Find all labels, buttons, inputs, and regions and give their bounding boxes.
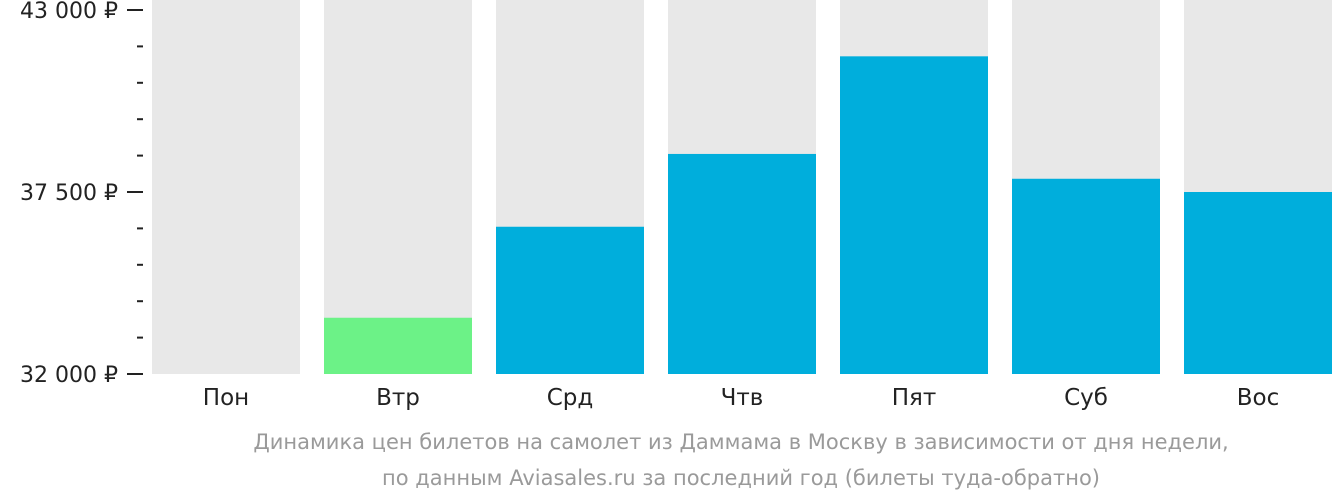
x-category-label: Пят [892, 385, 937, 411]
y-tick-label: 32 000 ₽ [20, 363, 118, 388]
bar-background [152, 0, 300, 374]
bar-Вос [1184, 192, 1332, 374]
bar-Пят [840, 56, 988, 375]
x-category-label: Вос [1237, 385, 1280, 411]
y-axis: 43 000 ₽ 37 500 ₽ 32 000 ₽ [20, 0, 143, 388]
x-category-label: Суб [1064, 385, 1108, 411]
x-category-label: Пон [203, 385, 249, 411]
price-by-weekday-chart: 43 000 ₽ 37 500 ₽ 32 000 ₽ Пон Втр Срд Чтв Пят… [20, 0, 1332, 411]
chart-caption-line-1: Динамика цен билетов на самолет из Дамма… [253, 430, 1229, 454]
bar-Суб [1012, 178, 1160, 374]
bar-Втр [324, 317, 472, 374]
bar-background [324, 0, 472, 374]
x-category-label: Втр [376, 385, 420, 411]
bar-Чтв [668, 153, 816, 374]
chart-caption-line-2: по данным Aviasales.ru за последний год … [382, 466, 1100, 490]
bars [152, 0, 1332, 375]
y-tick-label: 37 500 ₽ [20, 181, 118, 206]
x-category-label: Срд [547, 385, 594, 411]
x-axis-labels: Пон Втр Срд Чтв Пят Суб Вос [203, 385, 1279, 411]
x-category-label: Чтв [721, 385, 764, 411]
y-tick-label: 43 000 ₽ [20, 0, 118, 24]
bar-Срд [496, 226, 644, 374]
